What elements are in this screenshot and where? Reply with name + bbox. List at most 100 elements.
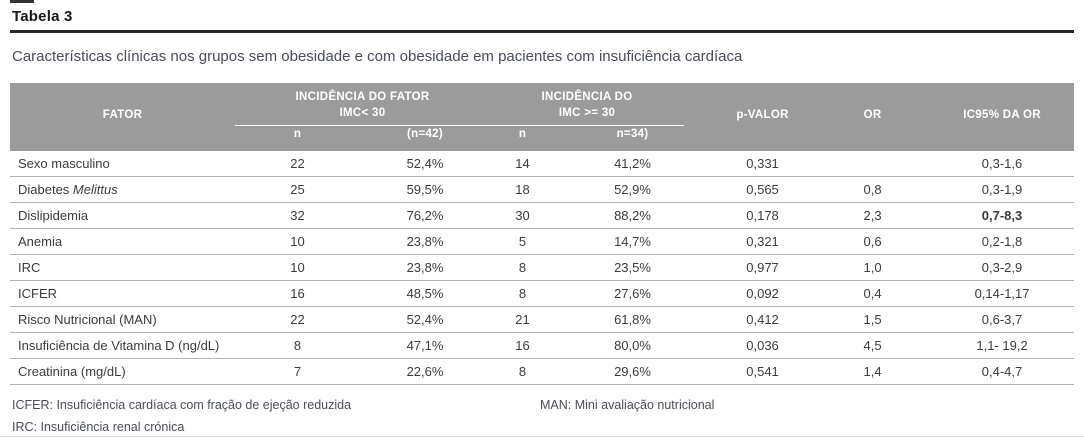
- table-row: ICFER 16 48,5% 8 27,6% 0,092 0,4 0,14-1,17: [10, 280, 1075, 308]
- cell-n2: 16: [490, 332, 556, 360]
- cell-p: 0,321: [710, 228, 816, 256]
- table-label: Tabela 3: [12, 8, 73, 25]
- cell-fator: IRC: [10, 254, 235, 282]
- cell-n1: 8: [235, 332, 360, 360]
- bottom-rule: [0, 436, 1084, 437]
- cell-ic: 1,1- 19,2: [930, 332, 1075, 360]
- cell-pct2: 41,2%: [555, 151, 711, 178]
- cell-ic: 0,14-1,17: [930, 280, 1075, 308]
- header-group1-line2: IMC< 30: [339, 106, 386, 119]
- cell-fator: Insuficiência de Vitamina D (ng/dL): [10, 332, 235, 360]
- cell-pct2: 14,7%: [555, 228, 711, 256]
- cell-p: 0,331: [710, 151, 816, 178]
- cell-n2: 18: [490, 176, 556, 204]
- cell-fator: Diabetes Melittus: [10, 176, 235, 204]
- header-p-valor: p-VALOR: [710, 83, 816, 152]
- cell-n2: 30: [490, 202, 556, 230]
- cell-p: 0,092: [710, 280, 816, 308]
- cell-fator: Dislipidemia: [10, 202, 235, 230]
- cell-p: 0,036: [710, 332, 816, 360]
- subheader-n1: n: [235, 126, 360, 152]
- table-title: Características clínicas nos grupos sem …: [12, 48, 743, 65]
- cell-pct2: 29,6%: [555, 358, 711, 386]
- cell-n2: 5: [490, 228, 556, 256]
- cell-pct1: 59,5%: [360, 176, 491, 204]
- cell-or: 1,4: [815, 358, 931, 386]
- cell-n1: 32: [235, 202, 360, 230]
- footnote-man: MAN: Mini avaliação nutricional: [540, 398, 715, 413]
- cell-or: 2,3: [815, 202, 931, 230]
- cell-n1: 22: [235, 151, 360, 178]
- footnote-irc: IRC: Insuficiência renal crónica: [12, 419, 185, 434]
- table-row: Dislipidemia 32 76,2% 30 88,2% 0,178 2,3 0,7-8,…: [10, 202, 1075, 230]
- cell-pct2: 80,0%: [555, 332, 711, 360]
- cell-pct2: 27,6%: [555, 280, 711, 308]
- cell-n1: 25: [235, 176, 360, 204]
- cell-ic: 0,2-1,8: [930, 228, 1075, 256]
- cell-n1: 7: [235, 358, 360, 386]
- table-row: Risco Nutricional (MAN) 22 52,4% 21 61,8% 0,4…: [10, 306, 1075, 334]
- header-fator: FATOR: [10, 83, 235, 152]
- header-group-imc-ge-30: INCIDÊNCIA DO IMC >= 30: [490, 83, 711, 127]
- cell-n1: 10: [235, 228, 360, 256]
- cell-fator: Anemia: [10, 228, 235, 256]
- title-rule: [10, 30, 1074, 33]
- cell-pct1: 48,5%: [360, 280, 491, 308]
- header-ic95: IC95% DA OR: [930, 83, 1075, 152]
- cell-n2: 8: [490, 280, 556, 308]
- cell-n2: 8: [490, 254, 556, 282]
- table-row: Diabetes Melittus 25 59,5% 18 52,9% 0,565 0,8 0…: [10, 176, 1075, 204]
- cell-or: 1,0: [815, 254, 931, 282]
- cell-or: 0,6: [815, 228, 931, 256]
- cell-pct2: 23,5%: [555, 254, 711, 282]
- table-header: FATOR INCIDÊNCIA DO FATOR IMC< 30 INCIDÊ…: [10, 83, 1075, 152]
- cell-n1: 22: [235, 306, 360, 334]
- subheader-n42: (n=42): [360, 126, 491, 152]
- cell-p: 0,977: [710, 254, 816, 282]
- cell-ic: 0,3-1,6: [930, 151, 1075, 178]
- cell-fator: Risco Nutricional (MAN): [10, 306, 235, 334]
- header-or: OR: [815, 83, 931, 152]
- subheader-n2: n: [490, 126, 556, 152]
- top-edge-mark: [10, 0, 34, 3]
- subheader-n34: n=34): [555, 126, 711, 152]
- header-group1-line1: INCIDÊNCIA DO FATOR: [295, 91, 430, 103]
- cell-ic: 0,4-4,7: [930, 358, 1075, 386]
- cell-fator: Sexo masculino: [10, 151, 235, 178]
- cell-fator: Creatinina (mg/dL): [10, 358, 235, 386]
- cell-fator: ICFER: [10, 280, 235, 308]
- cell-pct2: 61,8%: [555, 306, 711, 334]
- cell-n2: 21: [490, 306, 556, 334]
- clinical-characteristics-table: FATOR INCIDÊNCIA DO FATOR IMC< 30 INCIDÊ…: [10, 83, 1075, 386]
- cell-n1: 10: [235, 254, 360, 282]
- table-row: Creatinina (mg/dL) 7 22,6% 8 29,6% 0,541 1,4 0,…: [10, 358, 1075, 386]
- cell-pct1: 47,1%: [360, 332, 491, 360]
- header-group2-line1: INCIDÊNCIA DO: [541, 91, 633, 103]
- cell-pct1: 22,6%: [360, 358, 491, 386]
- cell-pct2: 88,2%: [555, 202, 711, 230]
- cell-p: 0,178: [710, 202, 816, 230]
- cell-n1: 16: [235, 280, 360, 308]
- cell-n2: 8: [490, 358, 556, 386]
- cell-ic: 0,7-8,3: [930, 202, 1075, 230]
- table-row: Insuficiência de Vitamina D (ng/dL) 8 47,1…: [10, 332, 1075, 360]
- cell-or: 0,8: [815, 176, 931, 204]
- table-row: Anemia 10 23,8% 5 14,7% 0,321 0,6 0,2-1,8: [10, 228, 1075, 256]
- cell-n2: 14: [490, 151, 556, 178]
- cell-or: 4,5: [815, 332, 931, 360]
- cell-pct1: 23,8%: [360, 254, 491, 282]
- cell-pct1: 76,2%: [360, 202, 491, 230]
- cell-pct1: 52,4%: [360, 151, 491, 178]
- cell-p: 0,565: [710, 176, 816, 204]
- cell-p: 0,412: [710, 306, 816, 334]
- table-row: IRC 10 23,8% 8 23,5% 0,977 1,0 0,3-2,9: [10, 254, 1075, 282]
- cell-ic: 0,3-2,9: [930, 254, 1075, 282]
- cell-or: 0,4: [815, 280, 931, 308]
- cell-p: 0,541: [710, 358, 816, 386]
- cell-ic: 0,6-3,7: [930, 306, 1075, 334]
- cell-or: 1,5: [815, 306, 931, 334]
- table-body: Sexo masculino 22 52,4% 14 41,2% 0,331 0,3-1,6…: [10, 151, 1075, 386]
- header-group-imc-lt-30: INCIDÊNCIA DO FATOR IMC< 30: [235, 83, 491, 127]
- cell-or: [815, 151, 931, 178]
